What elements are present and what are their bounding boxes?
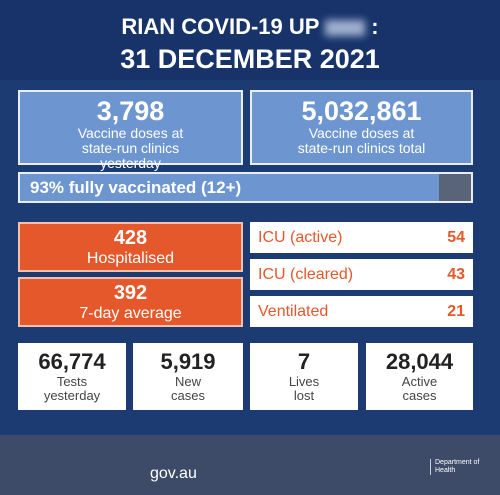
progress-fill (20, 174, 440, 201)
footer-site: gov.au (150, 465, 197, 482)
stat-label: Active cases (401, 374, 438, 403)
vaccine-value: 5,032,861 (301, 96, 422, 126)
hospital-box: 392 7-day average (18, 277, 243, 327)
title: RIAN COVID-19 UP (121, 14, 320, 39)
stat-box: 7 Lives lost (250, 343, 358, 410)
stat-box: 5,919 New cases (133, 343, 243, 410)
stat-value: 7 (297, 349, 311, 374)
icu-value: 21 (447, 302, 465, 320)
stat-box: 66,774 Tests yesterday (18, 343, 126, 410)
stat-value: 28,044 (385, 349, 454, 374)
progress-label: 93% fully vaccinated (12+) (30, 178, 242, 197)
icu-label: ICU (active) (258, 228, 343, 246)
vaccine-box: 3,798 Vaccine doses at state-run clinics… (18, 90, 243, 171)
stat-value: 66,774 (38, 349, 106, 374)
header-band (0, 0, 500, 80)
icu-value: 54 (447, 228, 465, 246)
stat-label: New cases (171, 374, 205, 403)
vaccine-label: Vaccine doses at state-run clinics yeste… (77, 125, 184, 171)
icu-row: ICU (active) 54 (250, 222, 473, 253)
date: 31 DECEMBER 2021 (120, 44, 380, 74)
stat-label: Tests yesterday (43, 374, 101, 403)
icu-row: ICU (cleared) 43 (250, 259, 473, 290)
hospital-value: 392 (113, 282, 148, 304)
stat-label: Lives lost (288, 374, 320, 403)
progress-bar: 93% fully vaccinated (12+) (18, 172, 473, 203)
vaccine-value: 3,798 (96, 96, 165, 126)
vaccine-label: Vaccine doses at state-run clinics total (297, 125, 426, 156)
title-end: : (371, 14, 379, 39)
title-line: RIAN COVID-19 UP : (0, 14, 500, 40)
vaccine-box: 5,032,861 Vaccine doses at state-run cli… (250, 90, 473, 165)
hospital-value: 428 (113, 227, 148, 249)
stat-value: 5,919 (160, 349, 216, 374)
hospital-label: 7-day average (79, 305, 182, 322)
blur (325, 20, 366, 37)
hospital-box: 428 Hospitalised (18, 222, 243, 272)
footer-department: Department of Health (430, 459, 485, 475)
stat-box: 28,044 Active cases (366, 343, 473, 410)
footer: gov.au Department of Health (0, 435, 500, 495)
icu-label: ICU (cleared) (258, 265, 354, 283)
icu-row: Ventilated 21 (250, 296, 473, 327)
icu-label: Ventilated (258, 302, 329, 320)
hospital-label: Hospitalised (86, 250, 175, 267)
icu-value: 43 (447, 265, 465, 283)
